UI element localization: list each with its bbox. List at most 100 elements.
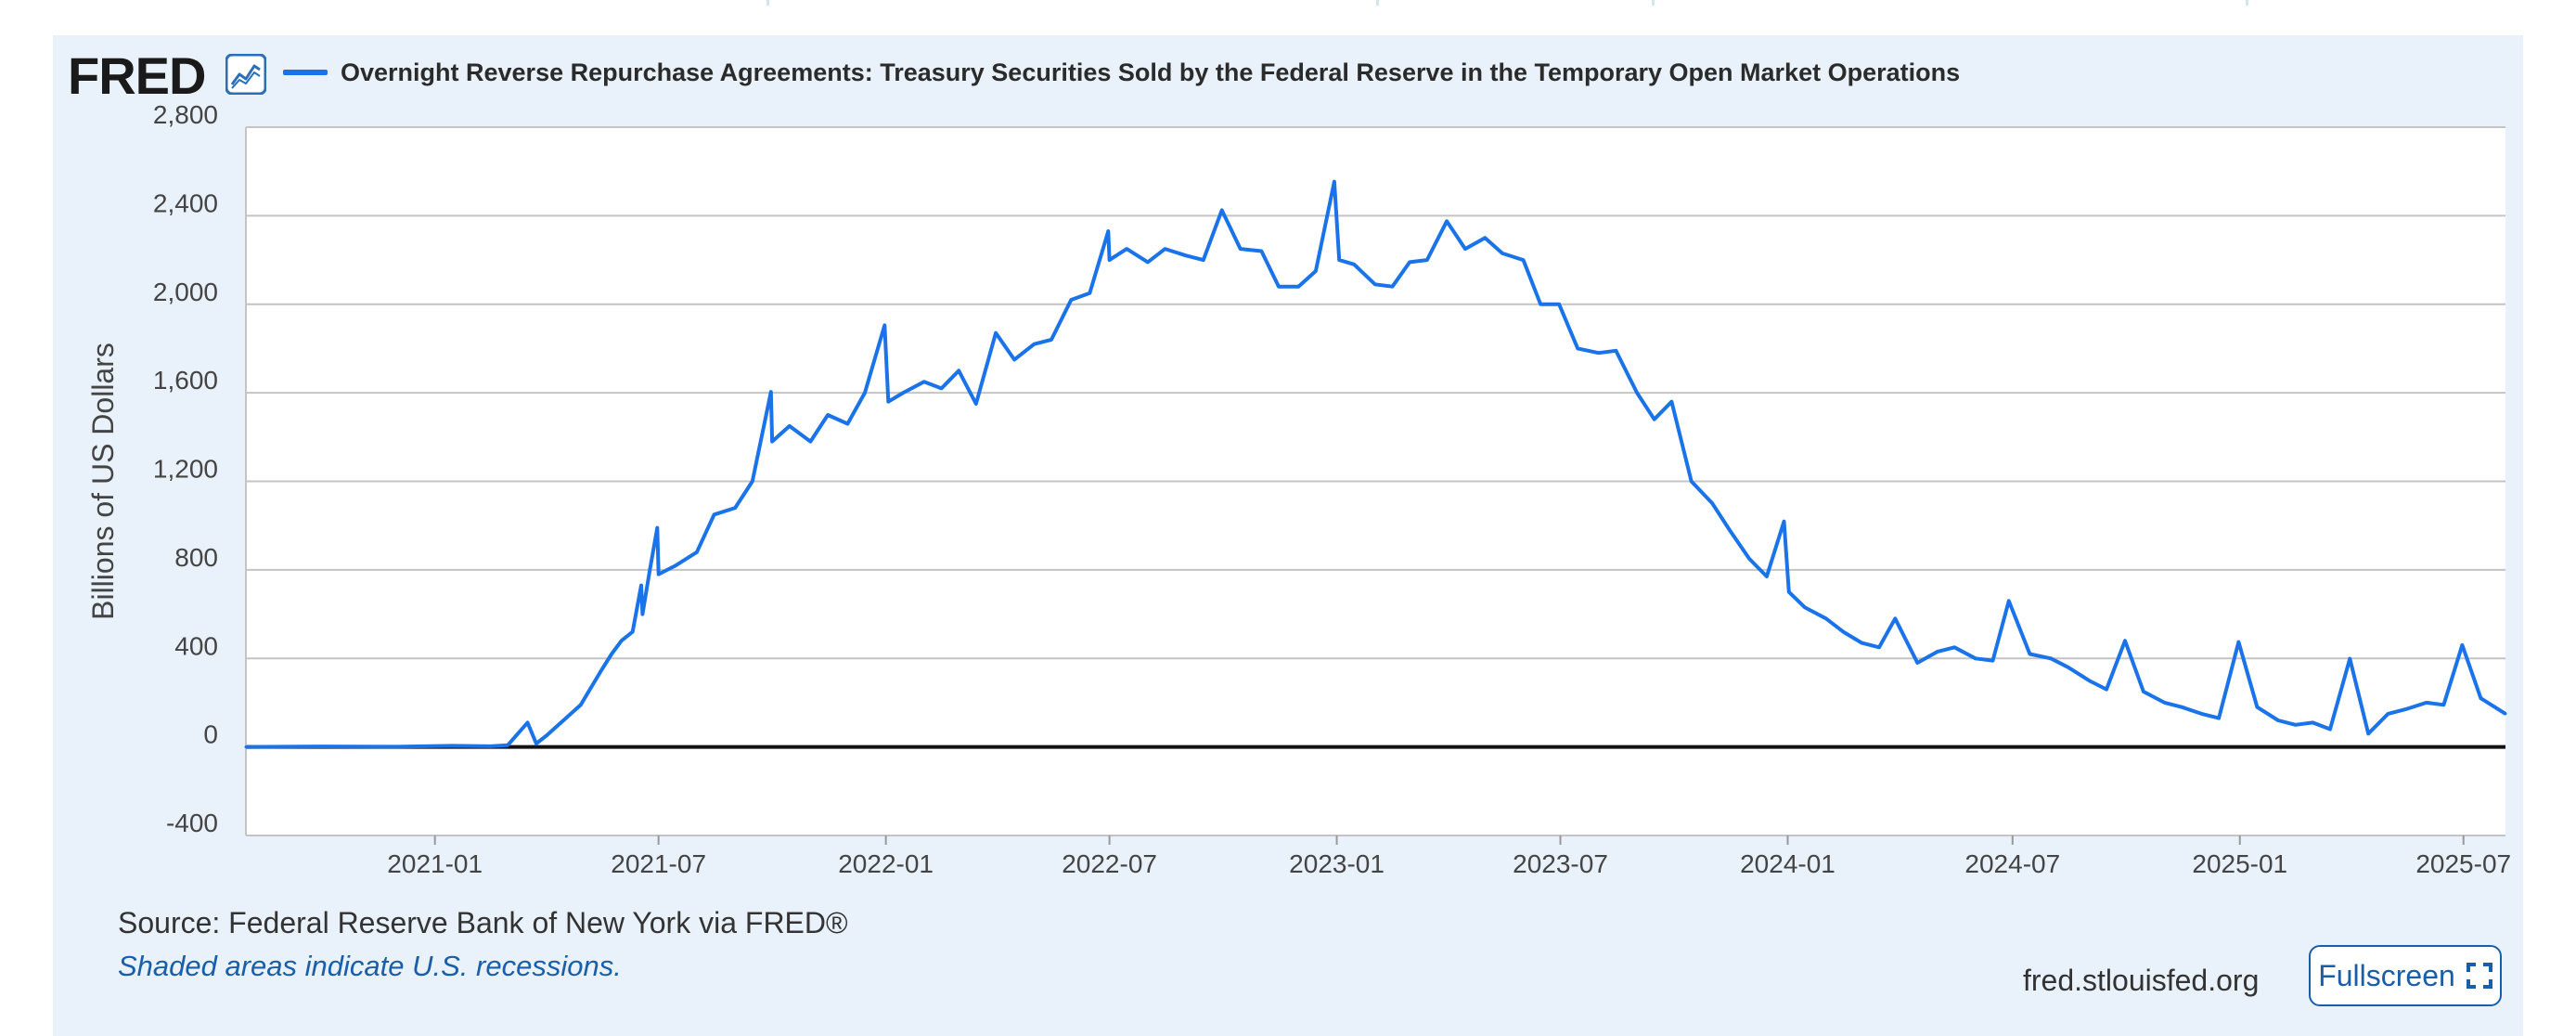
data-point: [1803, 605, 1807, 609]
series-group: [244, 179, 2507, 749]
data-point: [1893, 616, 1897, 620]
data-point: [974, 402, 978, 406]
data-point: [1824, 616, 1828, 620]
data-point: [695, 550, 699, 554]
data-point: [1408, 260, 1411, 264]
data-point: [1220, 208, 1224, 212]
y-tick-label: 2,000: [153, 278, 218, 306]
x-tick-label: 2021-07: [611, 849, 706, 878]
data-point: [1239, 247, 1243, 251]
y-tick-label: 1,600: [153, 366, 218, 395]
data-point: [826, 413, 830, 417]
fullscreen-button[interactable]: Fullscreen: [2309, 945, 2502, 1006]
data-point: [526, 720, 529, 724]
y-axis-ticks: -400 0 400 800 1,200 1,600 2,000 2,400 2,800: [153, 100, 218, 837]
fred-logo[interactable]: FRED: [68, 46, 281, 106]
top-divider: [1652, 0, 1655, 6]
data-point: [845, 422, 849, 425]
data-point: [957, 369, 960, 372]
data-point: [2294, 723, 2298, 727]
data-point: [1463, 247, 1467, 251]
data-point: [2087, 679, 2091, 682]
y-tick-label: 2,800: [153, 100, 218, 129]
data-point: [1841, 630, 1845, 634]
data-point: [788, 424, 792, 428]
data-point: [2123, 639, 2127, 642]
data-point: [1425, 258, 1429, 262]
y-axis-label: Billions of US Dollars: [86, 343, 120, 620]
data-point: [394, 745, 398, 748]
expand-icon: [2466, 963, 2492, 989]
data-point: [1445, 219, 1449, 223]
source-note: Source: Federal Reserve Bank of New York…: [118, 906, 848, 939]
gridlines: [245, 126, 2505, 836]
top-divider: [2246, 0, 2248, 6]
top-divider: [766, 0, 769, 6]
x-tick-label: 2021-01: [387, 849, 483, 878]
data-point: [2180, 706, 2183, 709]
data-point: [922, 380, 926, 383]
data-point: [770, 440, 774, 444]
data-point: [1765, 575, 1769, 578]
x-tick-label: 2023-07: [1513, 849, 1608, 878]
data-point: [1783, 520, 1785, 524]
data-point: [2348, 657, 2351, 660]
data-point: [1125, 247, 1128, 251]
data-point: [1277, 285, 1281, 289]
x-tick-label: 2025-01: [2192, 849, 2287, 878]
data-point: [2311, 720, 2314, 724]
data-point: [2441, 703, 2445, 706]
data-point: [1164, 247, 1166, 251]
data-point: [1877, 645, 1881, 649]
chart-legend: Overnight Reverse Repurchase Agreements:…: [283, 52, 1960, 93]
data-point: [2403, 707, 2407, 711]
y-tick-label: 0: [203, 720, 218, 749]
data-point: [450, 744, 454, 747]
data-point: [2217, 717, 2221, 720]
data-point: [1050, 338, 1053, 342]
data-point: [1314, 269, 1318, 273]
data-point: [886, 400, 890, 404]
data-point: [244, 745, 248, 749]
data-point: [713, 512, 716, 516]
data-point: [1391, 285, 1394, 289]
y-tick-label: 400: [174, 631, 218, 660]
data-point: [1991, 659, 1994, 663]
data-point: [610, 653, 613, 655]
data-point: [2366, 732, 2370, 735]
data-point: [2328, 728, 2332, 731]
data-point: [1653, 418, 1656, 421]
data-point: [1557, 303, 1561, 306]
data-point: [579, 703, 583, 706]
fullscreen-label: Fullscreen: [2318, 958, 2455, 992]
data-point: [657, 573, 661, 576]
data-point: [863, 391, 867, 395]
data-point: [1202, 258, 1205, 262]
data-point: [2479, 696, 2482, 700]
x-tick-label: 2025-07: [2415, 849, 2511, 878]
data-point: [1352, 263, 1356, 266]
data-point: [1501, 252, 1504, 255]
data-point: [561, 719, 565, 722]
data-point: [1483, 236, 1487, 240]
top-divider: [1376, 0, 1379, 6]
data-point: [1614, 349, 1617, 353]
data-point: [994, 331, 998, 335]
data-point: [901, 391, 905, 395]
data-point: [1032, 343, 1036, 346]
data-point: [882, 323, 886, 327]
data-point: [2163, 701, 2167, 705]
recession-note: Shaded areas indicate U.S. recessions.: [118, 950, 622, 982]
site-url: fred.stlouisfed.org: [2023, 964, 2260, 997]
data-point: [2049, 656, 2053, 660]
data-point: [319, 745, 323, 748]
data-point: [506, 744, 509, 747]
legend-series-label: Overnight Reverse Repurchase Agreements:…: [341, 58, 1961, 86]
data-point: [648, 568, 651, 572]
data-point: [599, 670, 602, 674]
data-point: [620, 639, 624, 642]
data-point: [2200, 712, 2203, 716]
data-point: [1974, 656, 1977, 660]
data-point: [2255, 706, 2259, 709]
